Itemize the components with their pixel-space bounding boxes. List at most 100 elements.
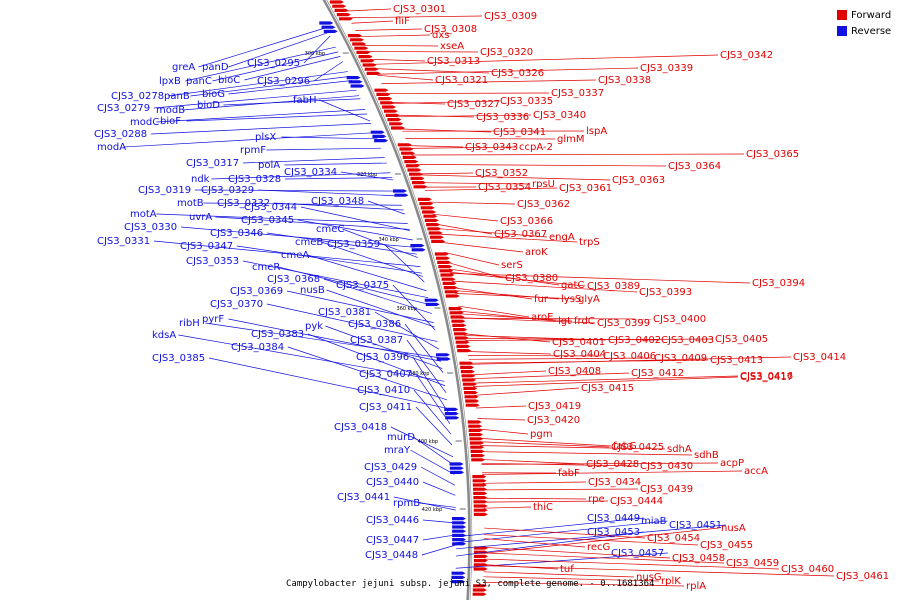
forward-gene-glyph <box>465 399 480 403</box>
reverse-leader-line <box>212 51 339 82</box>
reverse-gene-glyph <box>372 134 387 138</box>
tick-label: 340 kbp <box>378 237 398 243</box>
reverse-leader-line <box>413 389 452 435</box>
reverse-gene-glyph <box>450 470 465 474</box>
reverse-gene-label: CJS3_0396 <box>356 352 409 363</box>
reverse-leader-line <box>286 290 434 323</box>
reverse-leader-line <box>410 449 455 475</box>
forward-leader-line <box>483 497 587 500</box>
reverse-leader-line <box>223 98 361 106</box>
reverse-gene-glyph <box>452 538 467 542</box>
reverse-leader-line <box>178 334 445 382</box>
forward-gene-glyph <box>429 235 444 239</box>
reverse-leader-line <box>422 519 457 524</box>
forward-leader-line <box>377 67 639 75</box>
forward-gene-glyph <box>378 97 393 101</box>
reverse-leader-line <box>153 240 421 267</box>
forward-gene-glyph <box>473 512 488 516</box>
forward-gene-glyph <box>354 46 369 50</box>
reverse-gene-glyph <box>451 571 466 575</box>
forward-leader-line <box>358 34 431 37</box>
forward-gene-label: thiC <box>533 502 553 513</box>
reverse-gene-label: CJS3_0453 <box>587 527 640 538</box>
forward-gene-glyph <box>473 500 488 504</box>
reverse-gene-label: cmeR <box>252 262 280 273</box>
forward-gene-glyph <box>472 475 487 479</box>
reverse-leader-line <box>422 481 456 496</box>
forward-leader-line <box>418 172 474 175</box>
forward-gene-glyph <box>419 202 434 206</box>
forward-gene-label: recG <box>587 542 610 553</box>
forward-leader-line <box>355 28 423 31</box>
forward-leader-line <box>469 356 792 365</box>
forward-gene-glyph <box>462 378 477 382</box>
legend-reverse: Reverse <box>837 24 897 38</box>
forward-gene-glyph <box>420 206 435 210</box>
reverse-gene-label: rpmF <box>240 145 266 156</box>
reverse-gene-label: bioG <box>202 89 225 100</box>
reverse-gene-glyph <box>394 193 409 197</box>
forward-leader-line <box>483 527 720 554</box>
forward-gene-glyph <box>434 252 449 256</box>
reverse-leader-line <box>150 123 372 135</box>
forward-leader-line <box>411 153 745 156</box>
forward-gene-glyph <box>472 483 487 487</box>
forward-gene-label: CJS3_0340 <box>533 110 586 121</box>
reverse-gene-label: kdsA <box>152 330 176 341</box>
forward-leader-line <box>471 372 630 380</box>
forward-gene-glyph <box>409 172 424 176</box>
reverse-gene-label: CJS3_0334 <box>284 167 337 178</box>
reverse-leader-line <box>374 311 440 350</box>
reverse-gene-glyph <box>451 517 466 521</box>
reverse-leader-line <box>421 544 457 556</box>
reverse-labels: greA panD CJS3_0295 lpxB panC bioC CJS3_0296 CJ… <box>94 27 726 569</box>
reverse-gene-label: cmeA <box>281 250 309 261</box>
reverse-gene-label: CJS3_0331 <box>97 236 150 247</box>
reverse-leader-line <box>244 56 341 81</box>
forward-leader-line <box>348 15 483 19</box>
reverse-gene-label: bioC <box>218 75 240 86</box>
reverse-gene-label: CJS3_0457 <box>611 548 664 559</box>
forward-leader-line <box>476 405 527 409</box>
reverse-gene-glyph <box>319 21 334 25</box>
forward-leader-line <box>450 273 751 284</box>
forward-gene-label: accA <box>744 466 768 477</box>
reverse-gene-label: CJS3_0411 <box>359 402 412 413</box>
forward-gene-glyph <box>472 588 487 592</box>
forward-gene-glyph <box>439 269 454 273</box>
forward-gene-glyph <box>423 214 438 218</box>
backbone-highlight <box>325 0 472 600</box>
forward-gene-glyph <box>442 281 457 285</box>
forward-leader-line <box>483 571 635 578</box>
reverse-gene-glyph <box>323 29 338 33</box>
forward-gene-glyph <box>451 319 466 323</box>
forward-gene-label: CJS3_0308 <box>424 24 477 35</box>
reverse-gene-label: CJS3_0317 <box>186 158 239 169</box>
reverse-leader-line <box>392 284 436 331</box>
reverse-gene-label: CJS3_0386 <box>348 319 401 330</box>
forward-leader-line <box>369 58 426 62</box>
forward-leader-line <box>372 54 719 65</box>
forward-gene-glyph <box>473 487 488 491</box>
forward-leader-line <box>459 310 557 322</box>
forward-gene-glyph <box>435 256 450 260</box>
forward-gene-label: CJS3_0444 <box>610 496 663 507</box>
reverse-gene-glyph <box>411 248 426 252</box>
forward-leader-line <box>351 20 394 24</box>
reverse-gene-glyph <box>452 529 467 533</box>
forward-leader-line <box>344 8 392 12</box>
forward-leader-line <box>396 114 532 118</box>
forward-gene-label: CJS3_0354 <box>478 182 531 193</box>
forward-gene-glyph <box>454 332 469 336</box>
reverse-gene-label: panB <box>164 91 190 102</box>
forward-leader-line <box>409 146 518 149</box>
forward-leader-line <box>381 79 597 84</box>
reverse-gene-glyph <box>410 244 425 248</box>
legend-reverse-label: Reverse <box>851 25 892 37</box>
forward-gene-label: sdhB <box>694 450 719 461</box>
forward-gene-glyph <box>437 260 452 264</box>
reverse-gene-glyph <box>452 521 467 525</box>
reverse-gene-label: CJS3_0332 <box>217 198 270 209</box>
